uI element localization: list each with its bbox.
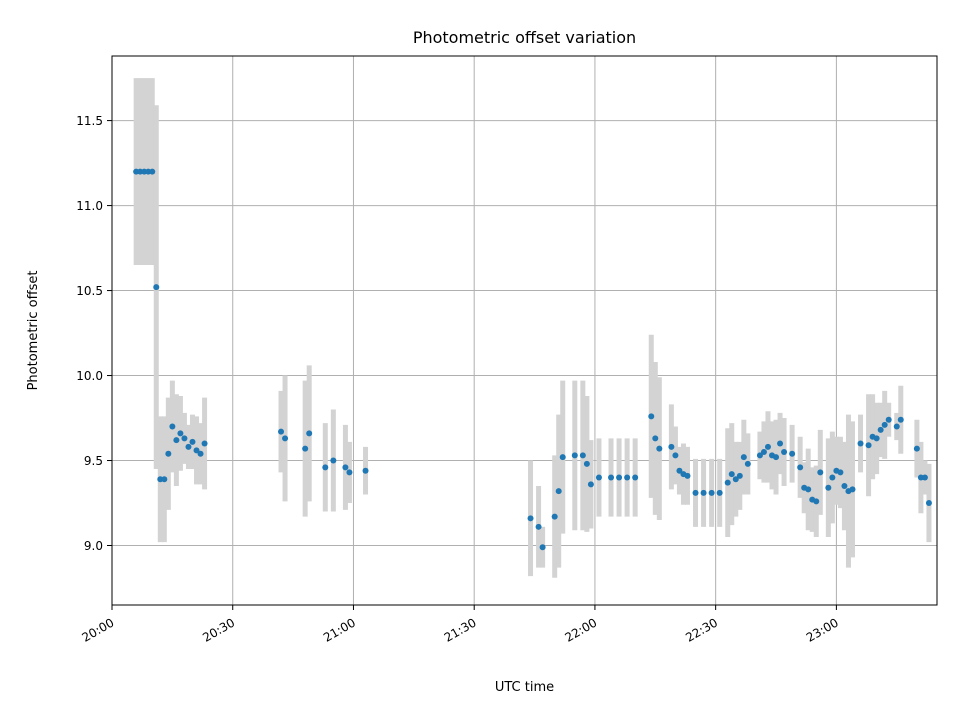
data-point: [813, 498, 820, 505]
y-axis-label: Photometric offset: [26, 271, 41, 391]
data-point: [278, 428, 285, 435]
data-point: [700, 489, 707, 496]
data-point: [527, 515, 534, 522]
data-point: [773, 454, 780, 461]
data-point: [201, 440, 208, 447]
data-point: [624, 474, 631, 481]
data-point: [539, 544, 546, 551]
data-point: [185, 443, 192, 450]
data-point: [330, 457, 337, 464]
y-axis-ticks: 9.0 9.5 10.0 10.5 11.0 11.5: [76, 114, 112, 553]
data-point: [161, 476, 168, 483]
data-point: [193, 447, 200, 454]
data-point: [873, 435, 880, 442]
data-point: [181, 435, 188, 442]
data-point: [797, 464, 804, 471]
data-point: [616, 474, 623, 481]
data-point: [764, 443, 771, 450]
data-point: [672, 452, 679, 459]
data-point: [692, 489, 699, 496]
data-point: [342, 464, 349, 471]
data-point: [740, 454, 747, 461]
data-point: [306, 430, 313, 437]
y-tick-label: 9.5: [84, 454, 103, 468]
data-point: [825, 484, 832, 491]
data-point: [648, 413, 655, 420]
data-point: [789, 450, 796, 457]
data-point: [837, 469, 844, 476]
data-point: [857, 440, 864, 447]
data-point: [197, 450, 204, 457]
data-point: [885, 416, 892, 423]
data-point: [708, 489, 715, 496]
data-point: [829, 474, 836, 481]
data-point: [153, 284, 160, 291]
data-point: [805, 486, 812, 493]
y-tick-label: 10.5: [76, 284, 103, 298]
data-point: [668, 443, 675, 450]
data-point: [781, 449, 788, 456]
data-point: [736, 472, 743, 479]
data-points: [133, 168, 932, 551]
data-point: [346, 469, 353, 476]
data-point: [608, 474, 615, 481]
data-point: [535, 523, 542, 530]
data-point: [913, 445, 920, 452]
y-tick-label: 10.0: [76, 369, 103, 383]
data-point: [583, 460, 590, 467]
data-point: [551, 513, 558, 520]
data-point: [587, 481, 594, 488]
data-point: [817, 469, 824, 476]
data-point: [897, 416, 904, 423]
data-point: [169, 423, 176, 430]
data-point: [173, 437, 180, 444]
data-point: [579, 452, 586, 459]
data-point: [893, 423, 900, 430]
data-point: [841, 483, 848, 490]
data-point: [716, 489, 723, 496]
plot-frame: [111, 55, 938, 606]
data-point: [684, 472, 691, 479]
x-axis-label: UTC time: [495, 680, 554, 695]
data-point: [656, 445, 663, 452]
data-point: [849, 486, 856, 493]
data-point: [728, 471, 735, 478]
data-point: [555, 488, 562, 495]
data-point: [881, 421, 888, 428]
data-point: [595, 474, 602, 481]
data-point: [877, 426, 884, 433]
data-point: [322, 464, 329, 471]
data-point: [760, 449, 767, 456]
data-point: [282, 435, 289, 442]
chart-title: Photometric offset variation: [413, 28, 636, 47]
data-point: [724, 479, 731, 486]
data-point: [732, 476, 739, 483]
data-point: [149, 168, 156, 175]
data-point: [571, 452, 578, 459]
data-point: [865, 442, 872, 449]
data-point: [652, 435, 659, 442]
data-point: [925, 500, 932, 507]
data-point: [632, 474, 639, 481]
data-point: [302, 445, 309, 452]
grid-lines: [111, 56, 937, 605]
data-point: [744, 460, 751, 467]
data-point: [362, 467, 369, 474]
y-tick-label: 11.0: [76, 199, 103, 213]
y-tick-label: 11.5: [76, 114, 103, 128]
data-point: [559, 454, 566, 461]
data-point: [777, 440, 784, 447]
data-point: [189, 438, 196, 445]
data-point: [165, 450, 172, 457]
y-tick-label: 9.0: [84, 539, 103, 553]
data-point: [676, 467, 683, 474]
data-point: [756, 452, 763, 459]
data-point: [921, 474, 928, 481]
data-point: [177, 430, 184, 437]
